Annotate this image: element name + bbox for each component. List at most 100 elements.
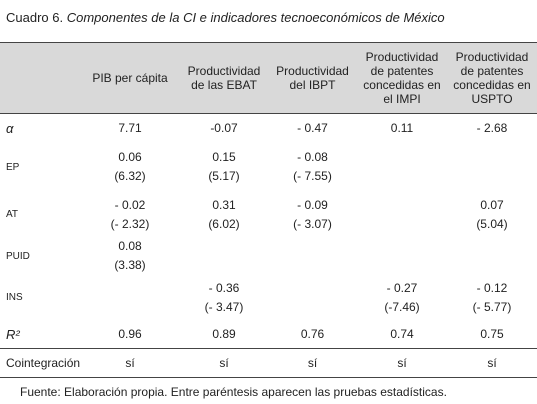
cell [80, 275, 180, 320]
cell: sí [80, 348, 180, 378]
cell-line: (- 5.77) [472, 299, 512, 314]
cell-line: 0.11 [390, 120, 414, 135]
column-header: PIB per cápita [80, 42, 180, 114]
corner [0, 42, 80, 114]
cell: - 0.02 (- 2.32) [80, 192, 180, 237]
row-label: Cointegración [0, 348, 80, 378]
cell: 0.89 [180, 320, 268, 349]
cell: 0.11 [357, 114, 447, 143]
row-label: EP [6, 161, 20, 173]
column-header: Productividad del IBPT [268, 42, 357, 114]
cell: 0.96 [80, 320, 180, 349]
cell: sí [447, 348, 537, 378]
row-label: INS [6, 292, 23, 303]
cell [180, 237, 268, 275]
cell: 0.06 (6.32) [80, 142, 180, 192]
table-body: α 7.71 -0.07- 0.47 0.11- 2.68 EP 0.06 (6.32) 0.… [0, 114, 537, 378]
cell-line: - 0.36 [208, 280, 240, 295]
cell-line: 0.07 [480, 197, 504, 212]
table-row: INS - 0.36 (- 3.47) - 0.27 (-7.46) - 0.12 (- 5… [0, 275, 537, 320]
cell: sí [180, 348, 268, 378]
cell-line: 7.71 [118, 120, 142, 135]
table: PIB per cápita Productividad de las EBAT P… [0, 42, 537, 378]
cell: 0.07 (5.04) [447, 192, 537, 237]
column-header: Productividad de las EBAT [180, 42, 268, 114]
cell-line: - 0.02 [114, 197, 146, 212]
cell [357, 237, 447, 275]
title: Cuadro 6. Componentes de la CI e indicad… [6, 10, 445, 25]
cell-line: sí [487, 355, 497, 370]
cell-line: 0.75 [480, 326, 504, 341]
cell-line: 0.08 [118, 239, 142, 253]
cell-line: (5.04) [476, 216, 508, 231]
cell-line: sí [397, 355, 407, 370]
cell-line: 0.74 [390, 326, 414, 341]
table-row: R² 0.96 0.89 0.76 0.74 0.75 [0, 320, 537, 349]
cell-line: - 0.09 [297, 197, 328, 212]
column-header: Productividad de patentes concedidas en … [357, 42, 447, 114]
cell: - 0.36 (- 3.47) [180, 275, 268, 320]
cell: - 0.12 (- 5.77) [447, 275, 537, 320]
cell-line: (5.17) [208, 169, 240, 183]
row-label: R² [6, 326, 20, 342]
cell-line: 0.89 [212, 326, 236, 341]
cell-line: - 0.08 [297, 150, 328, 164]
cell [357, 192, 447, 237]
cell: sí [357, 348, 447, 378]
table-row: PUID 0.08 (3.38) [0, 237, 537, 275]
cell [268, 275, 357, 320]
cell-line: (6.02) [208, 216, 240, 231]
cell-line: 0.15 [212, 150, 236, 164]
cell [357, 142, 447, 192]
cell-line: - 0.27 [386, 280, 418, 295]
cell-line: -0.07 [210, 120, 238, 135]
cell: 0.74 [357, 320, 447, 349]
cell-line: 0.06 [118, 150, 142, 164]
cell [447, 237, 537, 275]
cell: sí [268, 348, 357, 378]
cell-line: - 0.12 [476, 280, 508, 295]
cell-line: 0.76 [300, 326, 325, 341]
cell-line: (6.32) [114, 169, 146, 183]
cell: - 0.09 (- 3.07) [268, 192, 357, 237]
cell [447, 142, 537, 192]
cell-line: (-7.46) [384, 299, 420, 314]
cell-line: (- 3.07) [293, 216, 332, 231]
table-row: EP 0.06 (6.32) 0.15 (5.17) - 0.08 (- 7.55) [0, 142, 537, 192]
row-label: AT [6, 209, 19, 220]
row-label: α [6, 120, 14, 136]
table-row: α 7.71 -0.07 - 0.47 0.11 - 2.68 [0, 114, 537, 143]
cell-line: - 2.68 [476, 120, 508, 135]
cell-line: (- 7.55) [293, 169, 332, 183]
title-label: Cuadro 6. [6, 10, 64, 25]
table-row: AT - 0.02 (- 2.32) 0.31 (6.02) - 0.09 (- 3.07)… [0, 192, 537, 237]
cell [268, 237, 357, 275]
cell: 0.31 (6.02) [180, 192, 268, 237]
column-header: Productividad de patentes concedidas en … [447, 42, 537, 114]
cell-line: (3.38) [114, 258, 146, 272]
cell: - 2.68 [447, 114, 537, 143]
header-row: PIB per cápita Productividad de las EBAT P… [0, 42, 537, 114]
cell-line: 0.31 [212, 197, 236, 212]
cell-line: sí [219, 355, 229, 370]
cell: 0.76 [268, 320, 357, 349]
cell: - 0.47 [268, 114, 357, 143]
cell: 0.75 [447, 320, 537, 349]
cell-line: 0.96 [118, 326, 142, 341]
cell-line: - 0.47 [297, 120, 328, 135]
cell: 7.71 [80, 114, 180, 143]
row-label: PUID [6, 250, 30, 262]
cell-line: (- 3.47) [204, 299, 244, 314]
table-row: Cointegración sí sí sí sí sí [0, 348, 537, 378]
cell-line: (- 2.32) [110, 216, 150, 231]
cell-line: sí [307, 355, 318, 370]
cell: - 0.27 (-7.46) [357, 275, 447, 320]
cell-line: sí [125, 355, 135, 370]
cell: 0.08 (3.38) [80, 237, 180, 275]
footer: Fuente: Elaboración propia. Entre parént… [20, 385, 447, 399]
title-text: Componentes de la CI e indicadores tecno… [66, 10, 445, 25]
cell: -0.07 [180, 114, 268, 143]
cell: 0.15 (5.17) [180, 142, 268, 192]
cell: - 0.08 (- 7.55) [268, 142, 357, 192]
